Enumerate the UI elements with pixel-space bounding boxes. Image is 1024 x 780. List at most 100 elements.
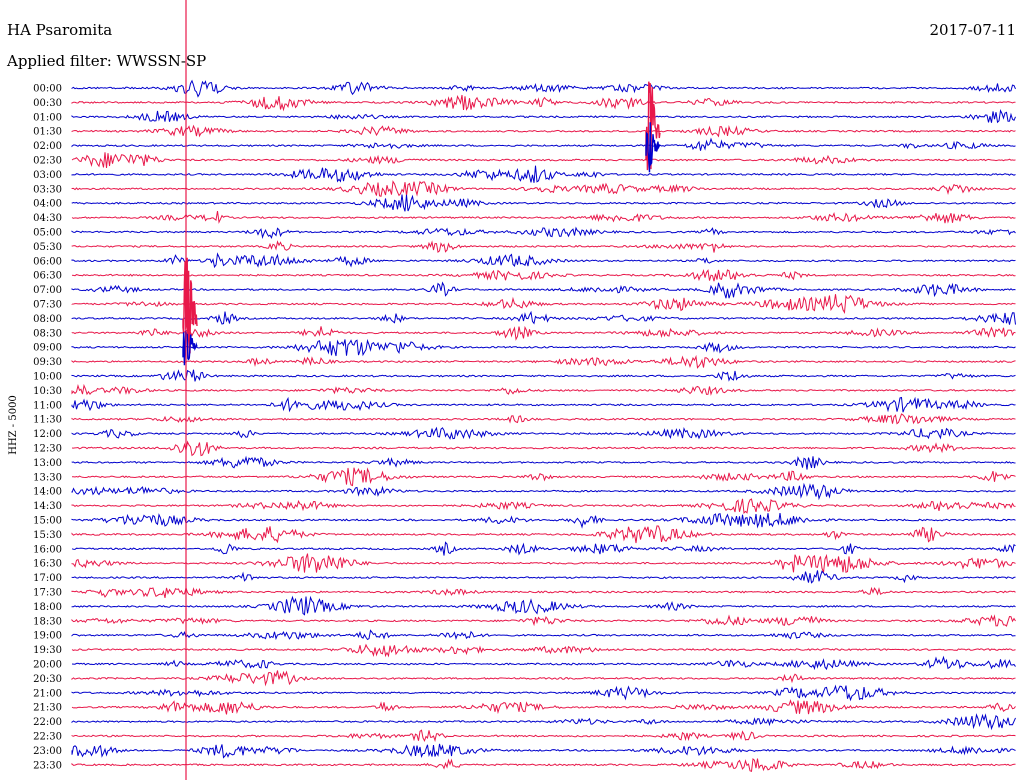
seismic-trace — [71, 180, 1016, 197]
seismic-trace — [71, 655, 1016, 671]
row-time-label: 13:00 — [33, 458, 62, 469]
seismic-trace — [71, 426, 1016, 440]
event-spike — [645, 122, 661, 173]
seismic-trace — [71, 541, 1016, 556]
row-time-label: 03:00 — [33, 170, 62, 181]
event-spike — [645, 81, 661, 171]
row-time-label: 15:00 — [33, 516, 62, 527]
row-time-label: 16:30 — [33, 559, 62, 570]
seismic-trace — [71, 467, 1016, 487]
row-time-label: 14:30 — [33, 501, 62, 512]
row-time-label: 02:00 — [33, 141, 62, 152]
seismic-trace — [71, 152, 1016, 169]
row-time-label: 10:30 — [33, 386, 62, 397]
row-time-label: 02:30 — [33, 156, 62, 167]
seismic-trace — [71, 226, 1016, 240]
seismic-trace — [71, 396, 1016, 413]
row-time-label: 13:30 — [33, 472, 62, 483]
row-time-label: 04:00 — [33, 199, 62, 210]
seismic-trace — [71, 294, 1016, 314]
station-title: HA Psaromita — [7, 21, 112, 39]
row-time-label: 22:00 — [33, 717, 62, 728]
seismic-trace — [71, 629, 1016, 641]
row-time-label: 14:00 — [33, 487, 62, 498]
seismic-trace — [71, 165, 1016, 183]
row-time-label: 19:30 — [33, 645, 62, 656]
row-time-label: 11:30 — [33, 415, 62, 426]
row-tick-labels: 00:00 00:30 01:00 01:30 02:00 02:30 03:00 03:30… — [33, 84, 62, 772]
row-time-label: 09:00 — [33, 343, 62, 354]
row-time-label: 12:00 — [33, 429, 62, 440]
seismic-trace — [71, 252, 1016, 269]
row-time-label: 17:00 — [33, 573, 62, 584]
seismic-trace — [71, 137, 1016, 151]
seismic-trace — [71, 684, 1016, 702]
row-time-label: 01:30 — [33, 127, 62, 138]
seismic-trace — [71, 338, 1016, 357]
row-time-label: 03:30 — [33, 184, 62, 195]
seismic-trace — [71, 743, 1016, 759]
seismic-trace — [71, 498, 1016, 514]
seismic-trace — [71, 281, 1016, 299]
seismic-trace — [71, 211, 1016, 224]
row-time-label: 21:00 — [33, 688, 62, 699]
seismic-trace — [71, 525, 1016, 544]
row-time-label: 20:00 — [33, 660, 62, 671]
seismic-trace — [71, 455, 1016, 470]
seismic-trace — [71, 413, 1016, 425]
row-time-label: 07:00 — [33, 285, 62, 296]
row-time-label: 17:30 — [33, 588, 62, 599]
seismic-trace — [71, 124, 1016, 138]
row-time-label: 00:30 — [33, 98, 62, 109]
seismic-trace — [71, 614, 1016, 627]
seismic-trace — [71, 482, 1016, 501]
seismic-trace — [71, 513, 1016, 529]
seismic-trace — [71, 440, 1016, 457]
row-time-label: 08:30 — [33, 328, 62, 339]
seismic-trace — [71, 383, 1016, 396]
seismic-trace — [71, 553, 1016, 574]
seismic-trace — [71, 585, 1016, 599]
row-time-label: 01:00 — [33, 112, 62, 123]
seismic-trace — [71, 369, 1016, 382]
event-spike — [182, 330, 198, 366]
row-time-label: 18:30 — [33, 616, 62, 627]
filter-subtitle: Applied filter: WWSSN-SP — [6, 52, 206, 70]
seismic-trace — [71, 240, 1016, 254]
row-time-label: 06:30 — [33, 271, 62, 282]
row-time-label: 12:30 — [33, 444, 62, 455]
row-time-label: 21:30 — [33, 703, 62, 714]
row-time-label: 23:30 — [33, 760, 62, 771]
row-time-label: 06:00 — [33, 256, 62, 267]
row-time-label: 08:00 — [33, 314, 62, 325]
row-time-label: 09:30 — [33, 357, 62, 368]
row-time-label: 05:30 — [33, 242, 62, 253]
seismic-trace — [71, 354, 1016, 369]
seismic-trace — [71, 699, 1016, 715]
row-time-label: 04:30 — [33, 213, 62, 224]
row-time-label: 00:00 — [33, 84, 62, 95]
row-time-label: 18:00 — [33, 602, 62, 613]
seismic-trace — [71, 79, 1016, 98]
y-axis-label: HHZ - 5000 — [8, 395, 19, 455]
seismic-trace — [71, 325, 1016, 341]
row-time-label: 16:00 — [33, 544, 62, 555]
row-time-label: 23:00 — [33, 746, 62, 757]
seismic-trace — [71, 595, 1016, 616]
row-time-label: 20:30 — [33, 674, 62, 685]
seismic-trace — [71, 108, 1016, 124]
row-time-label: 11:00 — [33, 400, 62, 411]
seismic-trace — [71, 570, 1016, 584]
row-time-label: 05:00 — [33, 228, 62, 239]
seismic-trace — [71, 670, 1016, 687]
row-time-label: 22:30 — [33, 732, 62, 743]
seismic-trace — [71, 269, 1016, 282]
seismic-trace — [71, 729, 1016, 743]
row-time-label: 07:30 — [33, 300, 62, 311]
date-label: 2017-07-11 — [930, 21, 1016, 39]
seismic-trace — [71, 758, 1016, 772]
seismic-trace — [71, 310, 1016, 325]
seismic-trace — [71, 94, 1016, 112]
row-time-label: 10:00 — [33, 372, 62, 383]
